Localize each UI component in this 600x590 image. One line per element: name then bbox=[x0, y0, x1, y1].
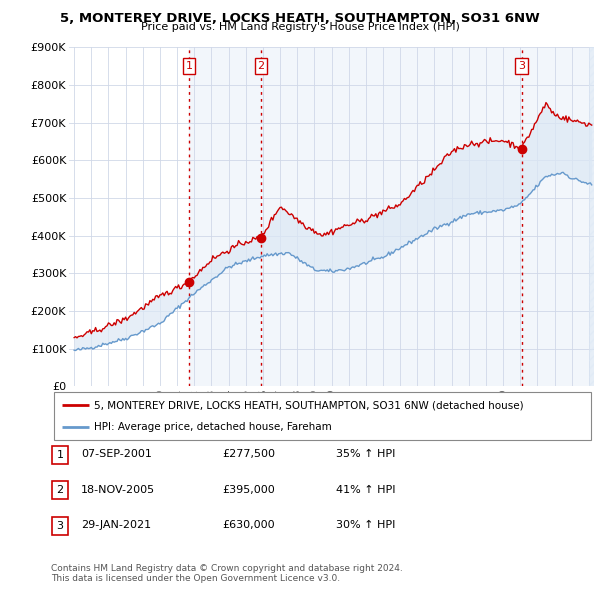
Text: Price paid vs. HM Land Registry's House Price Index (HPI): Price paid vs. HM Land Registry's House … bbox=[140, 22, 460, 32]
Text: 1: 1 bbox=[185, 61, 193, 71]
Bar bbox=[521, 47, 594, 386]
Bar bbox=[261, 47, 521, 386]
Text: 07-SEP-2001: 07-SEP-2001 bbox=[81, 450, 152, 459]
Text: 3: 3 bbox=[518, 61, 525, 71]
Text: 41% ↑ HPI: 41% ↑ HPI bbox=[336, 485, 395, 494]
Text: £630,000: £630,000 bbox=[222, 520, 275, 530]
Text: 18-NOV-2005: 18-NOV-2005 bbox=[81, 485, 155, 494]
Text: Contains HM Land Registry data © Crown copyright and database right 2024.
This d: Contains HM Land Registry data © Crown c… bbox=[51, 563, 403, 583]
Bar bbox=[189, 47, 261, 386]
Text: 30% ↑ HPI: 30% ↑ HPI bbox=[336, 520, 395, 530]
Text: 5, MONTEREY DRIVE, LOCKS HEATH, SOUTHAMPTON, SO31 6NW (detached house): 5, MONTEREY DRIVE, LOCKS HEATH, SOUTHAMP… bbox=[94, 400, 524, 410]
Text: 3: 3 bbox=[56, 521, 64, 530]
Text: £395,000: £395,000 bbox=[222, 485, 275, 494]
Text: 1: 1 bbox=[56, 450, 64, 460]
Text: 2: 2 bbox=[257, 61, 265, 71]
Text: 5, MONTEREY DRIVE, LOCKS HEATH, SOUTHAMPTON, SO31 6NW: 5, MONTEREY DRIVE, LOCKS HEATH, SOUTHAMP… bbox=[60, 12, 540, 25]
Text: 35% ↑ HPI: 35% ↑ HPI bbox=[336, 450, 395, 459]
Text: 2: 2 bbox=[56, 486, 64, 495]
Text: HPI: Average price, detached house, Fareham: HPI: Average price, detached house, Fare… bbox=[94, 422, 332, 432]
Text: 29-JAN-2021: 29-JAN-2021 bbox=[81, 520, 151, 530]
Text: £277,500: £277,500 bbox=[222, 450, 275, 459]
